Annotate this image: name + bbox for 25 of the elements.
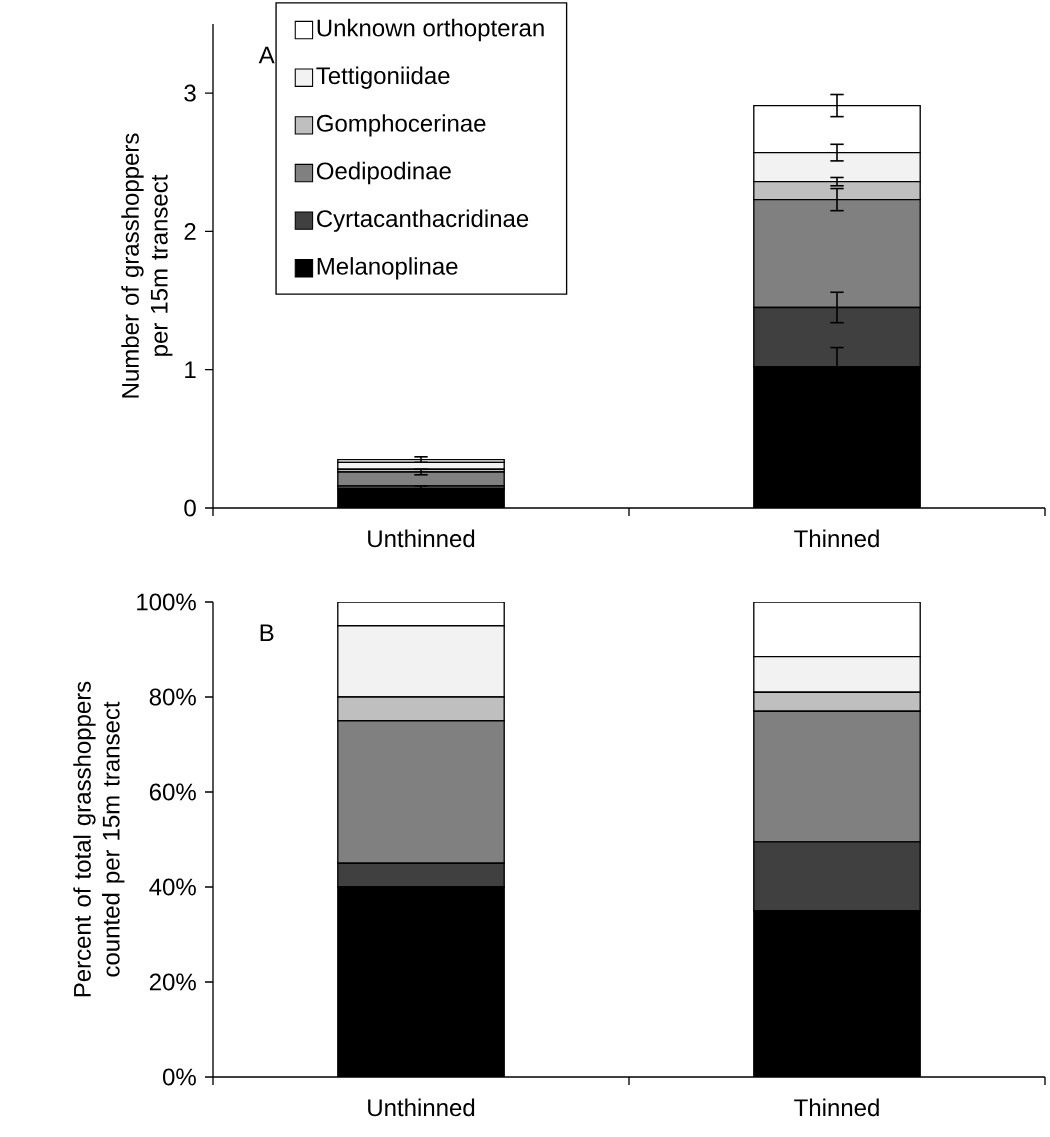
y-axis-title: Number of grasshoppers per 15m transect xyxy=(121,133,173,398)
legend-label: Melanoplinae xyxy=(317,257,458,280)
x-tick-label: Thinned xyxy=(794,1098,879,1117)
y-tick-label: 0% xyxy=(162,1068,196,1086)
y-tick-label: 60% xyxy=(149,783,196,801)
y-axis-title: Percent of total grasshoppers counted per 15m transect xyxy=(73,681,125,997)
legend-label: Gomphocerinae xyxy=(317,114,486,137)
annotation: B xyxy=(260,624,274,642)
y-tick-label: 100% xyxy=(137,593,196,611)
y-tick-label: 2 xyxy=(184,223,196,240)
y-tick-label: 20% xyxy=(149,973,196,991)
legend-label: Cyrtacanthacridinae xyxy=(317,209,529,232)
legend-label: Unknown orthopteran xyxy=(317,18,544,42)
annotation: A xyxy=(258,46,275,64)
legend-label: Oedipodinae xyxy=(316,161,451,185)
y-tick-label: 40% xyxy=(149,878,196,896)
x-tick-label: Thinned xyxy=(794,529,879,548)
x-tick-label: Unthinned xyxy=(368,1098,475,1117)
bar xyxy=(337,471,505,487)
y-tick-label: 0 xyxy=(184,499,196,517)
legend-label: Tettigoniidae xyxy=(316,66,450,89)
x-tick-label: Unthinned xyxy=(368,529,475,548)
y-tick-label: 3 xyxy=(184,84,196,102)
y-tick-label: 80% xyxy=(149,688,196,706)
y-tick-label: 1 xyxy=(185,361,196,378)
